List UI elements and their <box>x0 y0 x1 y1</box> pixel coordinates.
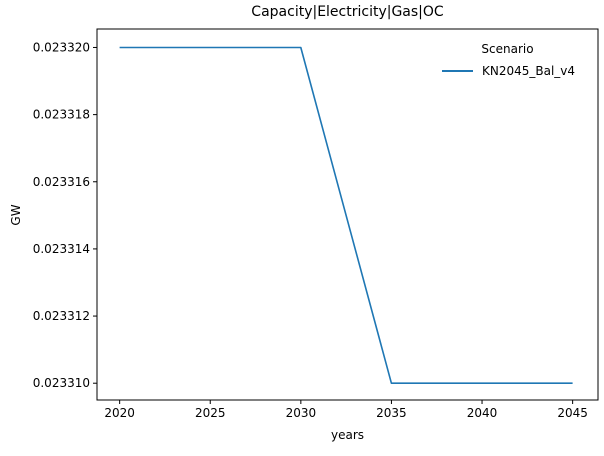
y-axis-label: GW <box>9 204 23 226</box>
x-tick-label: 2040 <box>467 406 498 420</box>
x-tick-label: 2030 <box>286 406 317 420</box>
legend-line-marker <box>442 70 473 72</box>
legend-entry: KN2045_Bal_v4 <box>442 64 575 78</box>
x-axis-label: years <box>330 428 365 442</box>
y-tick-label: 0.023312 <box>33 309 90 323</box>
chart-title: Capacity|Electricity|Gas|OC <box>251 4 444 20</box>
x-tick-label: 2045 <box>557 406 588 420</box>
legend-series-label: KN2045_Bal_v4 <box>482 64 576 78</box>
y-tick-label: 0.023316 <box>33 175 90 189</box>
y-tick-label: 0.023310 <box>33 376 90 390</box>
x-tick-label: 2020 <box>104 406 135 420</box>
series-line <box>119 46 573 385</box>
x-tick-label: 2035 <box>376 406 407 420</box>
x-tick-label: 2025 <box>195 406 226 420</box>
legend-title: Scenario <box>481 42 534 56</box>
plot-border <box>96 28 599 401</box>
y-tick-label: 0.023314 <box>33 242 90 256</box>
y-tick-label: 0.023320 <box>33 40 90 54</box>
y-tick-label: 0.023318 <box>33 108 90 122</box>
